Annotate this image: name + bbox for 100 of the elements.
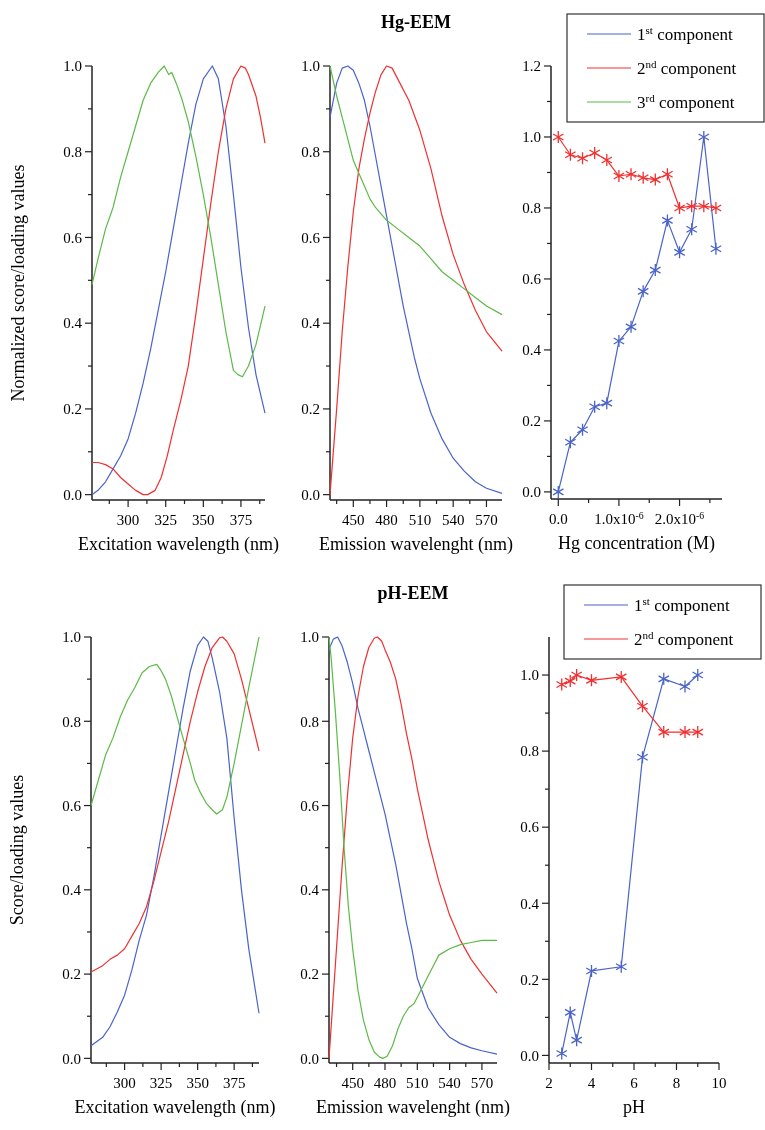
legend-label: 2$^{nd}$ component [634, 629, 734, 649]
y-tick-label: 1.0 [63, 58, 82, 75]
point [649, 263, 662, 277]
x-tick-label: 4 [587, 1075, 596, 1091]
y-tick-label: 0.0 [300, 1050, 319, 1067]
point [637, 171, 650, 185]
y-tick-label: 0.2 [62, 966, 81, 983]
point [555, 677, 568, 692]
y-tick-label: 0.6 [300, 797, 320, 814]
y-tick-label: 0.8 [62, 713, 81, 730]
line-series [90, 636, 260, 973]
x-axis-title: Excitation wavelength (nm) [74, 1097, 276, 1118]
x-tick-label: 480 [375, 512, 398, 528]
point [564, 1005, 577, 1020]
point [615, 670, 628, 684]
point [585, 964, 598, 978]
y-tick-label: 0.4 [62, 882, 82, 899]
point [576, 151, 589, 165]
x-tick-label: 300 [113, 1075, 136, 1091]
chart-title: pH-EEM [377, 583, 449, 603]
point [555, 1046, 568, 1061]
line-series [329, 65, 503, 316]
y-tick-label: 1.0 [301, 58, 320, 75]
line-series [90, 636, 260, 815]
y-tick-label: 1.0 [520, 667, 539, 684]
x-tick-label: 480 [373, 1075, 397, 1091]
point [625, 320, 637, 334]
y-tick-label: 1.2 [522, 58, 541, 75]
x-tick-label: 1.0x10$^{-6}$ [594, 509, 644, 527]
x-axis-title: Hg concentration (M) [558, 533, 715, 554]
x-tick-label: 325 [149, 1075, 173, 1091]
point [588, 146, 601, 160]
x-tick-label: 450 [341, 1075, 364, 1091]
legend-label: 1$^{st}$ component [637, 24, 733, 44]
line-series [91, 65, 266, 378]
y-tick-label: 0.4 [520, 895, 540, 912]
x-axis-title: pH [623, 1097, 645, 1117]
point [613, 169, 625, 183]
y-tick-label: 0.8 [63, 143, 82, 160]
legend-label: 2$^{nd}$ component [637, 58, 737, 78]
point [625, 167, 637, 181]
point [661, 167, 674, 181]
point [636, 750, 649, 764]
y-tick-label: 0.6 [301, 229, 321, 246]
point [570, 668, 583, 682]
y-tick-label: 0.2 [520, 971, 539, 988]
y-tick-label: 0.4 [300, 882, 320, 899]
point [576, 423, 589, 437]
x-tick-label: 2.0x10$^{-6}$ [654, 509, 705, 527]
y-tick-label: 0.8 [300, 713, 319, 730]
y-tick-label: 0.6 [522, 271, 542, 288]
x-axis-title: Emission wavelenght (nm) [316, 1097, 510, 1118]
y-tick-label: 0.0 [522, 484, 541, 501]
y-axis-title: Score/loading values [7, 774, 27, 926]
y-tick-label: 1.0 [62, 629, 81, 646]
y-tick-label: 1.0 [522, 129, 541, 146]
y-tick-label: 0.6 [63, 229, 83, 246]
point [637, 284, 650, 299]
y-tick-label: 1.0 [300, 629, 319, 646]
x-axis-title: Excitation wavelength (nm) [78, 534, 279, 555]
y-tick-label: 0.0 [520, 1047, 539, 1064]
x-tick-label: 350 [192, 512, 215, 528]
point [570, 1033, 583, 1047]
point [697, 199, 710, 213]
y-tick-label: 0.6 [520, 819, 540, 836]
x-tick-label: 570 [475, 512, 498, 528]
point [564, 435, 577, 449]
point [552, 485, 565, 499]
x-tick-label: 450 [342, 512, 365, 528]
y-tick-label: 0.0 [301, 486, 320, 503]
line-series [91, 65, 266, 496]
x-tick-label: 6 [630, 1075, 639, 1091]
y-tick-label: 0.2 [300, 966, 319, 983]
point [679, 679, 691, 694]
point [600, 153, 613, 167]
point [685, 222, 698, 236]
x-tick-label: 8 [672, 1075, 681, 1091]
x-tick-label: 0.0 [548, 511, 568, 527]
y-tick-label: 0.6 [62, 797, 82, 814]
y-tick-label: 0.4 [63, 315, 83, 332]
y-axis-title: Normalized score/loading values [8, 164, 28, 402]
x-tick-label: 300 [116, 512, 140, 528]
x-tick-label: 350 [186, 1075, 209, 1091]
x-tick-label: 2 [545, 1075, 553, 1091]
point [585, 673, 598, 688]
point [649, 172, 662, 187]
y-tick-label: 0.4 [301, 315, 321, 332]
point [600, 396, 613, 410]
point [673, 201, 686, 215]
legend-label: 3$^{rd}$ component [637, 92, 735, 112]
x-axis-title: Emission wavelenght (nm) [319, 534, 513, 555]
chart-title: Hg-EEM [381, 12, 452, 32]
y-tick-label: 0.2 [301, 401, 320, 418]
point [613, 334, 625, 348]
x-tick-label: 510 [408, 512, 432, 528]
point [710, 201, 722, 215]
y-tick-label: 0.8 [301, 143, 320, 160]
point [657, 725, 670, 739]
x-tick-label: 10 [711, 1075, 727, 1091]
y-tick-label: 0.0 [62, 1050, 81, 1067]
